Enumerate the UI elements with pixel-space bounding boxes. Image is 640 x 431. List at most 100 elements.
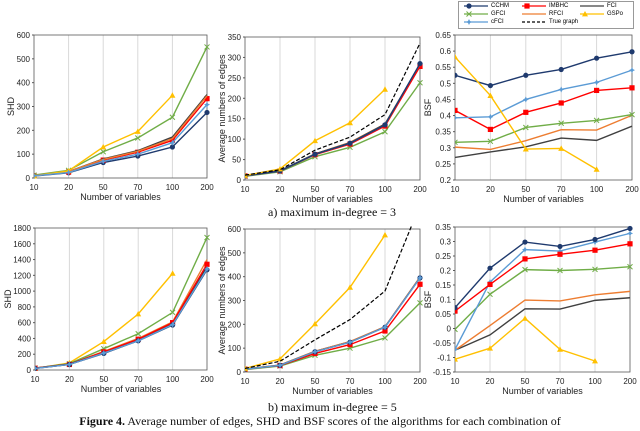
- series-cfci-marker: [65, 169, 72, 176]
- y-tick-label: 200: [228, 94, 242, 103]
- series-cchm-marker: [312, 151, 318, 157]
- series-gfci-marker: [382, 128, 388, 135]
- series-gfci-line: [245, 82, 421, 178]
- x-tick-label: 10: [451, 377, 460, 386]
- legend-swatch: [522, 3, 546, 9]
- x-tick-label: 200: [200, 375, 214, 384]
- series-imbhc-marker: [487, 126, 493, 133]
- series-cchm-line: [245, 277, 421, 370]
- series-rfci: [35, 259, 208, 369]
- series-gfci-marker: [455, 139, 458, 146]
- series-imbhc-marker: [557, 251, 563, 257]
- legend-item-gfci: GFCI: [463, 11, 505, 17]
- x-axis-title: Number of variables: [503, 194, 584, 204]
- y-tick-label: 0.3: [440, 144, 452, 153]
- y-tick-label: 100: [17, 150, 31, 159]
- series-cfci-marker: [169, 139, 176, 146]
- series-gspo-marker: [100, 338, 107, 344]
- y-tick-label: 400: [228, 273, 242, 282]
- y-tick-label: 200: [17, 126, 31, 135]
- series-cchm-marker: [558, 66, 564, 73]
- series-rfci: [455, 114, 633, 151]
- y-tick-label: 50: [232, 156, 241, 165]
- y-tick-label: 0.5: [440, 79, 452, 88]
- x-tick-label: 200: [200, 183, 214, 192]
- x-tick-label: 10: [241, 377, 250, 386]
- series-gfci-marker: [455, 326, 458, 333]
- series-cfci: [245, 60, 423, 179]
- series-gspo-marker: [593, 166, 600, 172]
- y-tick-label: 0: [447, 325, 452, 334]
- x-tick-label: 200: [413, 185, 427, 194]
- x-tick-label: 100: [378, 185, 392, 194]
- y-tick-label: 0.2: [440, 176, 452, 185]
- series-cfci-marker: [204, 101, 210, 108]
- series-rfci-line: [35, 259, 208, 369]
- x-axis-title: Number of variables: [292, 194, 373, 204]
- series-imbhc-marker: [592, 247, 598, 253]
- plot-frame: [34, 227, 208, 371]
- series-cchm: [245, 60, 423, 179]
- series-fci-line: [455, 125, 633, 159]
- caption-text: Average number of edges, SHD and BSF sco…: [125, 414, 561, 428]
- y-tick-label: 0: [26, 174, 31, 183]
- series-gfci-marker: [487, 291, 493, 298]
- legend-marker: [582, 11, 588, 17]
- series-cfci: [455, 67, 635, 121]
- x-tick-label: 70: [556, 377, 565, 386]
- legend-swatch: [580, 11, 604, 17]
- series-cfci-marker: [134, 151, 141, 158]
- x-tick-label: 70: [346, 185, 355, 194]
- series-cchm-marker: [455, 72, 458, 78]
- y-axis-title: BSF: [423, 290, 433, 308]
- series-cfci-marker: [455, 346, 458, 353]
- y-tick-label: 0.55: [435, 63, 451, 72]
- series-gfci-marker: [522, 266, 528, 273]
- x-tick-label: 50: [521, 377, 530, 386]
- series-cchm-marker: [629, 49, 635, 55]
- y-axis-title: Average numbers of edges: [217, 54, 227, 162]
- legend-marker: [466, 11, 472, 17]
- series-gfci-marker: [204, 44, 210, 50]
- y-axis-title: SHD: [3, 289, 13, 309]
- legend-marker: [466, 19, 472, 25]
- series-gspo-marker: [347, 119, 353, 126]
- chart-b-average-numbers-of-edges: 10 20 50 70 100 200 0 100 200 300 400 500 600 Number …: [217, 225, 427, 396]
- y-tick-label: 0.1: [440, 296, 452, 305]
- y-tick-label: 1800: [13, 224, 31, 233]
- series-gspo-marker: [558, 145, 565, 151]
- series-gfci-marker: [522, 124, 529, 131]
- legend-swatch: [522, 21, 546, 23]
- y-tick-label: 600: [17, 31, 31, 40]
- y-tick-label: -0.1: [437, 354, 451, 363]
- series-cchm-line: [35, 269, 208, 370]
- series-cfci-marker: [277, 362, 283, 369]
- x-tick-label: 20: [276, 377, 285, 386]
- y-tick-label: 1000: [13, 287, 31, 296]
- series-cfci-marker: [382, 324, 388, 331]
- y-tick-label: 0.35: [435, 128, 451, 137]
- series-cfci-line: [35, 268, 208, 370]
- series-cchm-marker: [417, 60, 423, 67]
- series-cchm-marker: [347, 140, 353, 146]
- series-cfci-marker: [100, 158, 107, 165]
- legend-item-cchm: CCHM: [463, 3, 509, 9]
- series-fci: [34, 94, 208, 177]
- legend-label: FCI: [607, 3, 617, 9]
- y-tick-label: 0.3: [440, 238, 452, 247]
- y-tick-label: 600: [228, 225, 242, 234]
- series-cfci-marker: [487, 113, 494, 120]
- series-cfci: [245, 274, 423, 373]
- series-imbhc: [455, 85, 635, 133]
- y-tick-label: 400: [18, 334, 32, 343]
- series-gspo-marker: [382, 231, 388, 238]
- legend-item-imbhc: IMBHC: [521, 3, 568, 9]
- series-gspo-marker: [557, 346, 563, 352]
- series-cfci-marker: [135, 337, 142, 344]
- series-cchm-marker: [169, 144, 175, 150]
- series-gfci-marker: [592, 266, 598, 273]
- plot-frame: [244, 228, 421, 373]
- series-cfci-marker: [557, 248, 563, 255]
- series-rfci: [455, 290, 631, 351]
- series-cchm-line: [455, 227, 631, 309]
